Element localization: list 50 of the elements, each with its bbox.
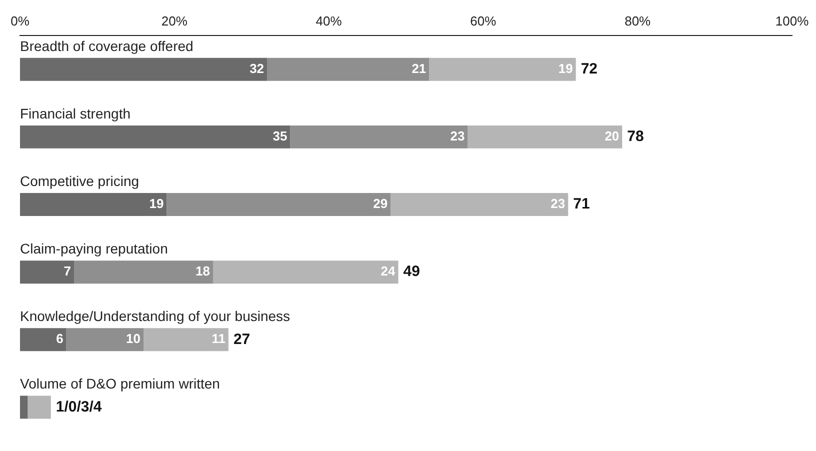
bar	[20, 328, 66, 352]
total-label: 27	[233, 330, 250, 348]
data-label: 21	[412, 60, 426, 76]
total-label: 72	[580, 60, 598, 78]
bar	[213, 260, 398, 284]
bar	[20, 193, 167, 216]
data-label: 23	[450, 128, 465, 144]
data-label: 7	[64, 264, 72, 279]
bar	[20, 125, 290, 148]
bar	[74, 260, 213, 284]
total-label: 71	[573, 196, 590, 213]
y-tick-label: Claim-paying reputation	[20, 240, 168, 256]
y-tick-label: Competitive pricing	[20, 172, 140, 189]
y-tick-label: Volume of D&O premium written	[20, 376, 220, 392]
data-label: 19	[149, 196, 164, 212]
data-label: 32	[250, 60, 264, 76]
data-label: 23	[550, 196, 566, 212]
bar	[166, 193, 391, 216]
x-tick-label: 0%	[10, 13, 30, 28]
data-label: 24	[380, 264, 396, 279]
y-tick-label: Knowledge/Understanding of your business	[20, 308, 290, 324]
y-tick-label: Financial strength	[20, 105, 131, 122]
bar	[28, 396, 51, 419]
x-tick-label: 100%	[775, 13, 810, 28]
bar	[66, 328, 144, 352]
bar	[290, 125, 468, 148]
bar	[429, 58, 576, 81]
total-label: 49	[403, 263, 420, 280]
x-tick-label: 60%	[470, 13, 497, 28]
data-label: 20	[604, 128, 620, 144]
x-tick-label: 20%	[161, 13, 188, 28]
bar	[20, 58, 268, 81]
bar	[20, 396, 28, 419]
data-label: 10	[126, 331, 141, 346]
bar	[20, 260, 74, 284]
bar	[267, 58, 430, 81]
x-tick-label: 80%	[624, 13, 652, 28]
data-label: 29	[373, 196, 388, 212]
total-label: 1/0/3/4	[56, 398, 102, 416]
bar	[144, 328, 228, 352]
data-label: 6	[56, 331, 64, 346]
data-label: 19	[558, 60, 573, 76]
bar	[468, 125, 622, 148]
bar	[390, 193, 568, 216]
data-label: 18	[196, 264, 210, 279]
data-label: 35	[272, 128, 288, 144]
data-label: 11	[212, 331, 226, 346]
y-tick-label: Breadth of coverage offered	[20, 38, 194, 54]
total-label: 78	[627, 128, 644, 146]
x-tick-label: 40%	[316, 13, 342, 28]
